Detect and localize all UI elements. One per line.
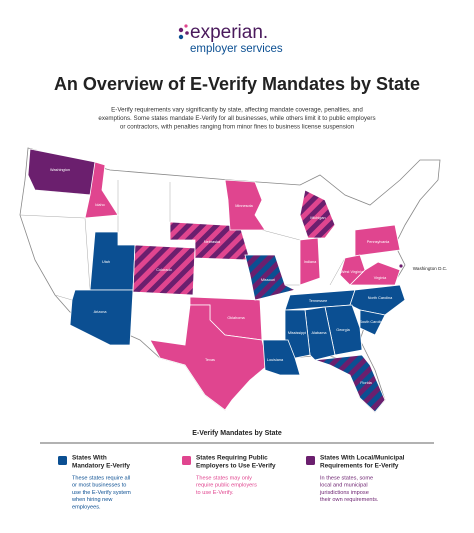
legend-item-title: States With — [72, 455, 107, 462]
state-indiana — [299, 237, 321, 286]
state-label: Florida — [360, 381, 372, 385]
state-idaho — [84, 161, 119, 219]
state-label: Utah — [102, 260, 110, 264]
state-pennsylvania — [354, 224, 401, 257]
state-label: Idaho — [95, 203, 105, 207]
state-label: North Carolina — [368, 296, 393, 300]
state-label: Minnesota — [235, 204, 253, 208]
logo-text: experian. — [190, 22, 268, 43]
legend-swatch — [182, 456, 191, 465]
legend-item-description: use the E-Verify system — [72, 490, 131, 496]
legend-item-description: These states may only — [196, 475, 252, 481]
state-colorado — [132, 244, 196, 296]
state-virginia — [349, 261, 401, 286]
state-label: West Virginia — [341, 270, 364, 274]
state-label: Virginia — [374, 276, 387, 280]
state-michigan — [299, 189, 336, 239]
state-arizona — [69, 289, 134, 346]
title: An Overview of E-Verify Mandates by Stat… — [54, 74, 420, 94]
logo-subtitle: employer services — [190, 43, 283, 55]
legend-item-description: require public employers — [196, 483, 257, 489]
legend-item-description: local and municipal — [320, 483, 368, 489]
legend-item-title: Requirements for E-Verify — [320, 463, 399, 470]
legend-swatch — [306, 456, 315, 465]
legend-swatch — [58, 456, 67, 465]
state-label: Louisiana — [267, 358, 284, 362]
state-label: Washington D.C. — [413, 266, 448, 271]
description-line: or contractors, with penalties ranging f… — [120, 124, 355, 131]
state-label: Michigan — [310, 216, 325, 220]
state-label: South Carolina — [359, 320, 385, 324]
dc-marker — [398, 263, 404, 269]
state-label: Indiana — [304, 260, 317, 264]
legend-item-description: employees. — [72, 504, 101, 510]
legend-item-title: States With Local/Municipal — [320, 455, 405, 462]
state-label: Oklahoma — [227, 316, 245, 320]
legend-item-description: to use E-Verify. — [196, 490, 234, 496]
state-louisiana — [262, 339, 301, 376]
legend-item-description: when hiring new — [71, 497, 113, 503]
state-missouri — [244, 254, 297, 301]
state-label: Missouri — [261, 278, 275, 282]
state-washington — [27, 148, 96, 196]
state-minnesota — [224, 179, 266, 231]
legend-item-title: Mandatory E-Verify — [72, 463, 130, 470]
legend-item-title: Employers to Use E-Verify — [196, 463, 276, 470]
state-south-carolina — [359, 309, 386, 336]
legend-item-description: jurisdictions impose — [319, 490, 369, 496]
description-line: E-Verify requirements vary significantly… — [111, 107, 363, 114]
state-label: Nebraska — [204, 240, 221, 244]
state-label: Pennsylvania — [367, 240, 390, 244]
state-label: Alabama — [312, 331, 328, 335]
legend-item-title: States Requiring Public — [196, 455, 268, 462]
state-label: Georgia — [336, 328, 350, 332]
state-label: Arizona — [94, 310, 108, 314]
state-label: Tennessee — [309, 299, 327, 303]
legend-item-description: These states require all — [72, 475, 130, 481]
states — [27, 148, 406, 413]
state-label: Washington — [50, 168, 70, 172]
legend-item-description: or most businesses to — [72, 483, 126, 489]
state-label: Mississippi — [288, 331, 307, 335]
state-florida — [314, 354, 386, 413]
legend-item-description: In these states, some — [320, 475, 373, 481]
description-line: exemptions. Some states mandate E-Verify… — [98, 115, 375, 122]
state-label: Texas — [205, 358, 215, 362]
legend-title: E-Verify Mandates by State — [192, 430, 282, 437]
logo: experian. employer services — [178, 22, 283, 55]
state-texas — [149, 304, 269, 411]
state-label: Colorado — [156, 268, 171, 272]
legend-item-description: their own requirements. — [320, 497, 379, 503]
us-map: Washington Idaho Utah Arizona Colorado Nebras… — [19, 147, 448, 413]
